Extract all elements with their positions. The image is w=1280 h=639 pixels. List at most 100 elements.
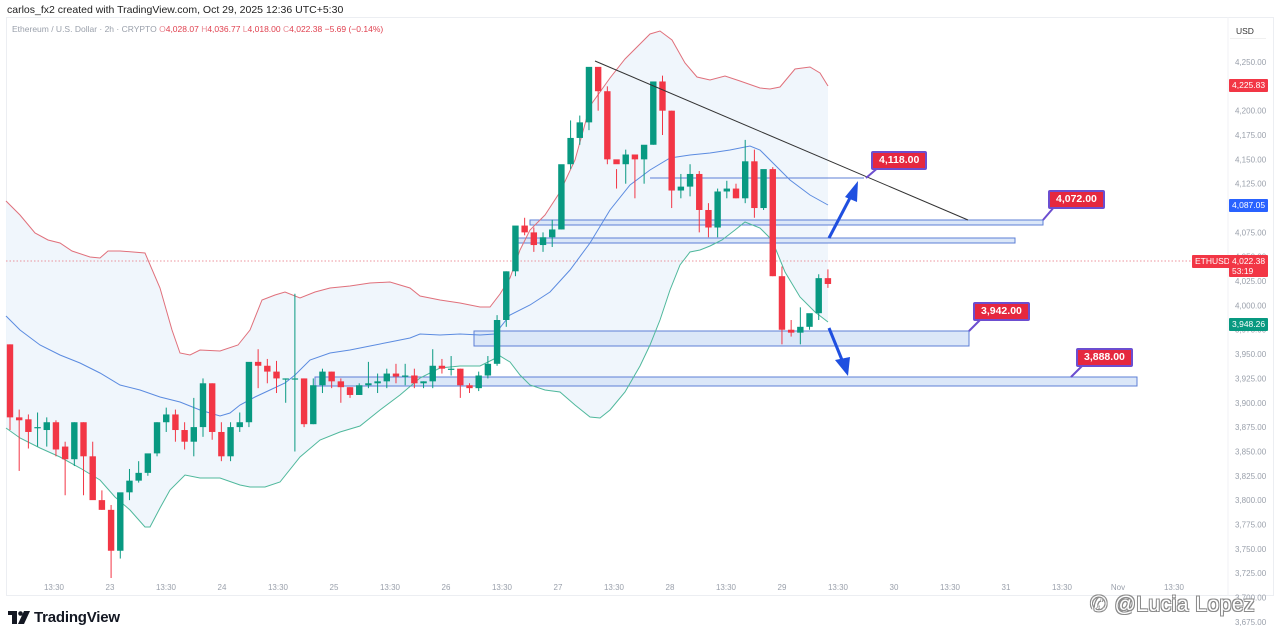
time-axis-tick: 13:30 (44, 583, 65, 592)
price-axis-tick: 3,925.00 (1235, 374, 1267, 383)
candle-body (466, 385, 473, 389)
candle-body (310, 385, 317, 425)
descending-trendline (594, 60, 969, 221)
symbol-description: Ethereum / U.S. Dollar · 2h · CRYPTO (12, 24, 157, 34)
price-axis-tick: 4,200.00 (1235, 107, 1267, 116)
author-watermark: ✆ @Lucia Lopez (1090, 593, 1256, 616)
tradingview-logo-icon (8, 611, 30, 624)
candle-body (696, 173, 703, 210)
candle-body (530, 232, 538, 246)
candle-body (117, 492, 124, 551)
candle-body (723, 188, 731, 192)
candle-body (199, 383, 207, 428)
upper-band-tag: 4,225.83 (1229, 79, 1269, 92)
candle-body (6, 344, 14, 418)
candle-body (34, 427, 41, 429)
candle-body (328, 371, 335, 382)
bollinger-band-fill (6, 31, 828, 527)
price-axis-tick: 3,825.00 (1235, 472, 1267, 481)
lower-band-tag: 3,948.26 (1229, 318, 1269, 331)
candle-body (61, 446, 69, 460)
candle-body (539, 237, 547, 246)
change-value: −5.69 (−0.14%) (324, 24, 384, 34)
candle-body (512, 225, 519, 272)
currency-selector[interactable]: USD (1230, 23, 1266, 39)
bearish-arrow-shaft (827, 327, 844, 361)
candle-body (337, 381, 345, 388)
candle-body (797, 326, 804, 333)
time-axis-tick: 25 (330, 583, 339, 592)
candle-body (181, 430, 188, 442)
price-axis-tick: 4,150.00 (1235, 155, 1267, 164)
candle-body (153, 422, 161, 454)
callout-4072[interactable]: 4,072.00 (1048, 190, 1105, 209)
candle-body (89, 456, 96, 501)
candle-body (135, 472, 142, 481)
tradingview-brand: TradingView (34, 609, 120, 626)
bar-countdown: 53:19 (1232, 266, 1254, 276)
candle-body (650, 81, 657, 145)
candle-body (521, 225, 528, 233)
candle-body (567, 137, 574, 165)
time-axis-tick: 13:30 (716, 583, 737, 592)
candle-body (126, 480, 133, 493)
bollinger-middle-line (5, 145, 829, 417)
chat-bubble-icon: ✆ (1090, 593, 1109, 616)
candle-body (447, 368, 455, 370)
price-axis-tick: 3,725.00 (1235, 569, 1267, 578)
candle-body (640, 144, 648, 160)
tradingview-logo[interactable]: TradingView (8, 609, 120, 626)
time-axis-tick: 28 (666, 583, 675, 592)
candle-body (374, 381, 381, 384)
candle-body (15, 417, 23, 421)
time-axis-tick: 30 (890, 583, 899, 592)
time-axis-tick: 23 (106, 583, 115, 592)
candle-body (264, 365, 271, 372)
candle-body (585, 66, 593, 123)
candle-body (80, 422, 87, 457)
candle-body (594, 66, 602, 92)
bollinger-lower-line (5, 221, 829, 528)
candle-body (71, 422, 78, 460)
candle-body (751, 161, 758, 209)
candle-body (245, 361, 253, 423)
candle-body (742, 161, 749, 199)
time-axis-tick: 31 (1002, 583, 1011, 592)
candle-body (558, 164, 565, 230)
candle-body (438, 365, 446, 369)
callout-3888[interactable]: 3,888.00 (1076, 348, 1133, 367)
candle-body (172, 414, 179, 431)
price-axis-tick: 3,675.00 (1235, 618, 1267, 627)
bollinger-upper-line (5, 30, 829, 356)
price-axis-tick: 4,250.00 (1235, 58, 1267, 67)
price-axis-tick: 3,900.00 (1235, 399, 1267, 408)
candle-body (613, 159, 620, 165)
candle-body (356, 385, 363, 395)
chart-credit: carlos_fx2 created with TradingView.com,… (7, 4, 344, 16)
time-axis-tick: Nov (1111, 583, 1125, 592)
candle-body (365, 383, 372, 386)
last-price: 4,022.38 (1232, 256, 1266, 266)
resistance-zone-4072 (529, 219, 1044, 226)
candle-body (604, 91, 611, 160)
candle-body (43, 422, 50, 431)
last-price-tag: 4,022.38 53:19 (1229, 255, 1268, 277)
open-value: 4,028.07 (165, 24, 199, 34)
price-axis-tick: 4,125.00 (1235, 180, 1267, 189)
time-axis-tick: 13:30 (380, 583, 401, 592)
candle-body (475, 375, 482, 389)
candle-body (190, 427, 197, 442)
candle-body (319, 371, 326, 386)
candle-body (686, 173, 694, 187)
candle-body (484, 363, 492, 376)
candle-body (760, 169, 767, 209)
bullish-arrow-shaft (827, 195, 853, 239)
callout-3942[interactable]: 3,942.00 (973, 302, 1030, 321)
time-axis-tick: 13:30 (268, 583, 289, 592)
candle-body (677, 186, 685, 191)
price-axis-tick: 4,075.00 (1235, 228, 1267, 237)
candle-body (420, 381, 427, 384)
callout-4118[interactable]: 4,118.00 (871, 151, 928, 170)
price-axis-tick: 3,950.00 (1235, 350, 1267, 359)
